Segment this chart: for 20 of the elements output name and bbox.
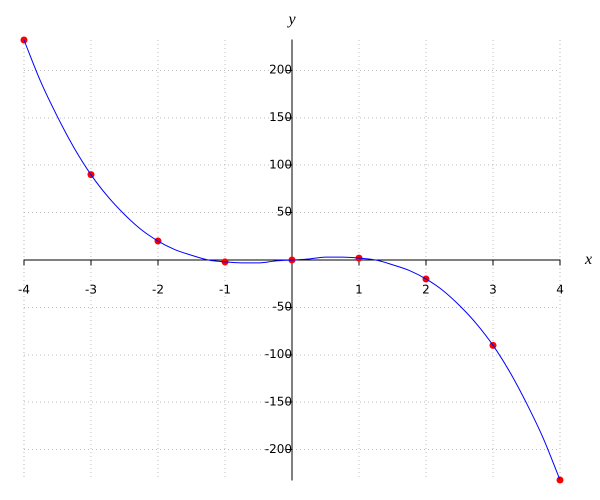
x-tick-label: 2 xyxy=(422,282,430,296)
y-tick-label: -100 xyxy=(264,346,292,361)
y-tick-label: -50 xyxy=(272,300,292,314)
x-tick-label: -1 xyxy=(219,282,231,296)
y-tick-label: 150 xyxy=(269,110,292,124)
y-tick-label: 50 xyxy=(276,204,292,219)
y-axis-title: y xyxy=(286,11,296,28)
point xyxy=(556,476,564,484)
x-tick-label: 1 xyxy=(355,282,363,296)
y-tick-label: 100 xyxy=(269,157,292,172)
y-tick-label: 200 xyxy=(269,62,292,76)
y-tick-label: -150 xyxy=(264,394,292,408)
x-tick-label: -3 xyxy=(85,282,97,296)
x-tick-label: -2 xyxy=(152,282,164,296)
y-tick-label: -200 xyxy=(264,442,292,456)
x-axis-title: x xyxy=(584,251,592,268)
point xyxy=(20,36,28,44)
x-tick-label: 3 xyxy=(489,282,497,296)
x-tick-label: 4 xyxy=(556,282,564,296)
x-tick-label: -4 xyxy=(18,282,30,296)
